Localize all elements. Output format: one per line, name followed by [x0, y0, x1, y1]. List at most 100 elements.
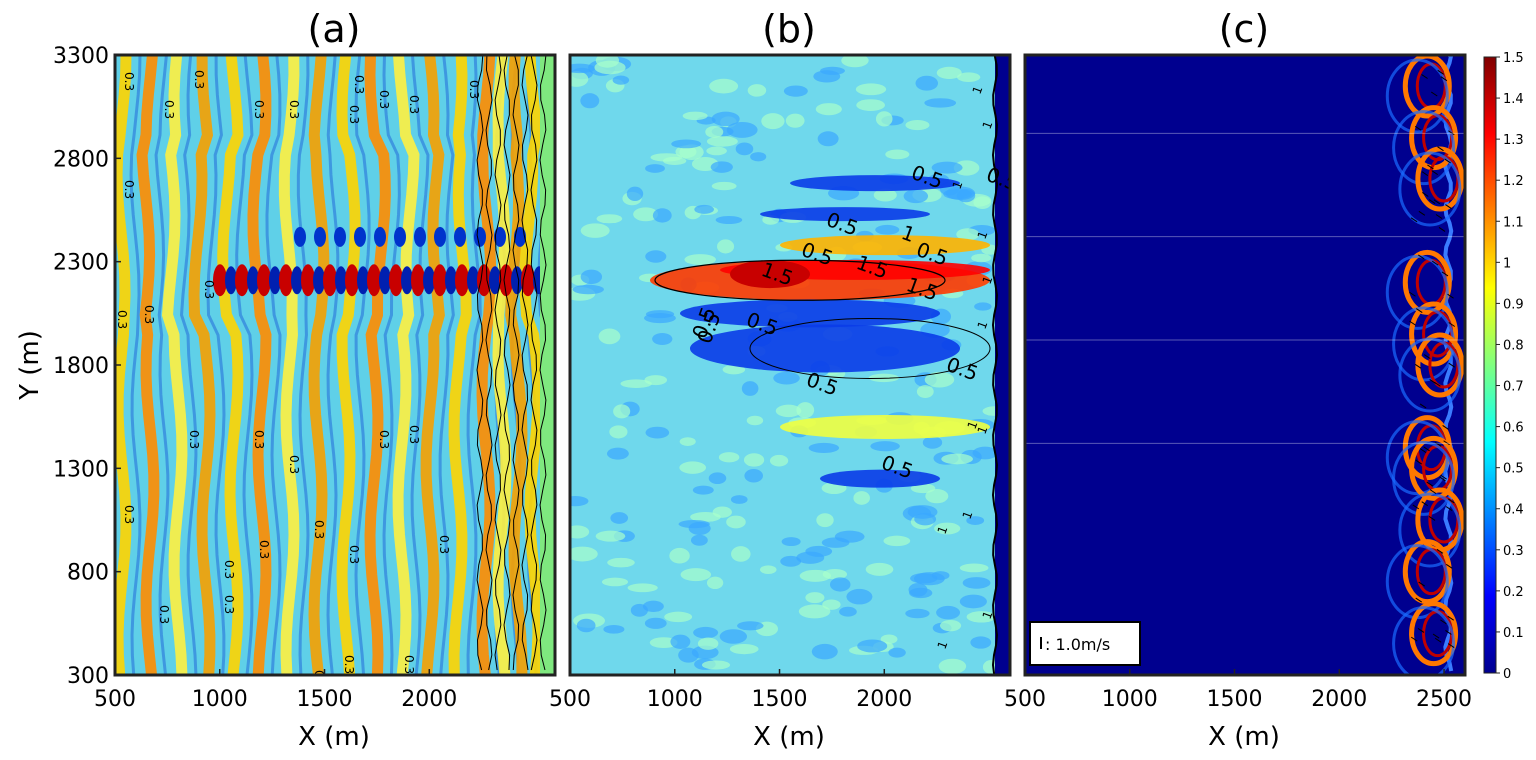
contour-label: 0.3 [347, 545, 361, 564]
wave-blob [717, 239, 735, 254]
contour-label: 0.3 [162, 100, 176, 119]
wave-blob [931, 161, 963, 174]
velocity-arrow [1418, 581, 1425, 587]
wave-blob [839, 606, 857, 617]
energy-blob [454, 226, 466, 247]
wave-trough [354, 55, 371, 675]
contour-label: 1 [960, 509, 976, 521]
velocity-arrow [1435, 214, 1443, 219]
wave-crest [217, 55, 244, 675]
energy-blob [514, 226, 526, 247]
energy-blob [367, 264, 381, 297]
energy-band [760, 207, 930, 222]
panel-c-xlabel: X (m) [1208, 722, 1280, 752]
panel-b: (b) 0.50.5 10.50.51.5 1.51.50.50.50.50.5 0.… [549, 7, 1012, 752]
shoreline [991, 55, 998, 675]
wave-blob [924, 98, 957, 108]
contour-label: 0.3 [402, 655, 416, 674]
velocity-arrow [1431, 260, 1439, 266]
energy-blob [394, 226, 406, 247]
contour-label: 0.3 [347, 105, 361, 124]
wave-blob [761, 113, 785, 130]
contour-label: 0.3 [287, 100, 301, 119]
wave-blob [606, 447, 629, 460]
wave-blob [966, 611, 997, 623]
velocity-arrow [1427, 164, 1434, 170]
velocity-arrow [1414, 363, 1422, 369]
wave-blob [750, 152, 767, 162]
wave-blob [705, 126, 724, 138]
wave-blob [670, 634, 691, 649]
x-tick-label: 1500 [1207, 687, 1263, 712]
velocity-arrow [1432, 633, 1440, 639]
rip-current [1409, 301, 1459, 367]
wave-blob [885, 149, 910, 160]
wave-blob [875, 224, 900, 235]
wave-blob [627, 583, 658, 593]
wave-blob [693, 626, 719, 639]
wave-blob [971, 253, 992, 263]
wave-blob [938, 658, 967, 674]
panel-a-ylabel: Y (m) [15, 330, 45, 401]
wave-trough [296, 55, 310, 675]
wave-blob [953, 160, 980, 176]
energy-blob [411, 264, 425, 297]
wave-trough [154, 55, 170, 675]
x-tick-label: 2000 [401, 687, 457, 712]
wave-blob [769, 454, 789, 467]
colorbar-tick-label: 0.5 [1503, 462, 1524, 477]
energy-blob [301, 264, 315, 297]
wave-blob [576, 618, 596, 633]
wave-blob [805, 592, 825, 604]
colorbar-tick-label: 0.8 [1503, 338, 1524, 353]
wave-blob [715, 215, 743, 225]
wave-blob [709, 78, 739, 94]
wave-crest [364, 55, 391, 675]
x-tick-label: 500 [94, 687, 136, 712]
wave-blob [888, 647, 906, 658]
wave-blob [650, 153, 683, 162]
wave-blob [620, 379, 652, 389]
colorbar-tick-label: 1.2 [1503, 174, 1524, 189]
wave-blob [916, 385, 934, 399]
panel-c-legend-box: : 1.0m/s [1029, 621, 1141, 666]
wave-blob [970, 636, 992, 649]
energy-blob [521, 264, 535, 297]
x-tick-label: 1500 [297, 687, 353, 712]
wave-blob [808, 442, 840, 454]
contour-line [539, 55, 547, 671]
energy-blob [379, 266, 391, 295]
velocity-arrow [1422, 192, 1429, 197]
wave-crest [420, 55, 445, 675]
wave-blob [910, 483, 936, 494]
energy-blob [314, 226, 326, 247]
y-tick-label: 800 [67, 561, 109, 586]
velocity-arrow [1423, 354, 1431, 359]
wave-blob [722, 364, 746, 375]
velocity-arrow [1447, 615, 1454, 621]
velocity-arrow [1444, 158, 1451, 164]
contour-line [476, 55, 484, 671]
legend-text: : 1.0m/s [1045, 635, 1110, 654]
wave-blob [796, 551, 825, 564]
contour-line [749, 317, 991, 379]
wave-blob [798, 604, 831, 619]
panel-c-title: (c) [1219, 7, 1270, 51]
wave-blob [775, 404, 802, 418]
wave-blob [846, 588, 873, 605]
contour-label: 0.3 [407, 425, 421, 444]
wave-blob [759, 565, 777, 574]
wave-blob [873, 188, 897, 202]
energy-blob [323, 264, 337, 297]
wave-blob [580, 93, 600, 109]
energy-blob [269, 266, 281, 295]
wave-blob [773, 371, 800, 385]
wave-blob [580, 223, 610, 238]
wave-blob [905, 120, 930, 131]
energy-blob [433, 264, 447, 297]
wave-blob [708, 472, 727, 485]
wave-blob [570, 63, 596, 74]
contour-label: 0.3 [122, 505, 136, 524]
wave-blob [719, 629, 748, 644]
wave-blob [649, 637, 678, 649]
